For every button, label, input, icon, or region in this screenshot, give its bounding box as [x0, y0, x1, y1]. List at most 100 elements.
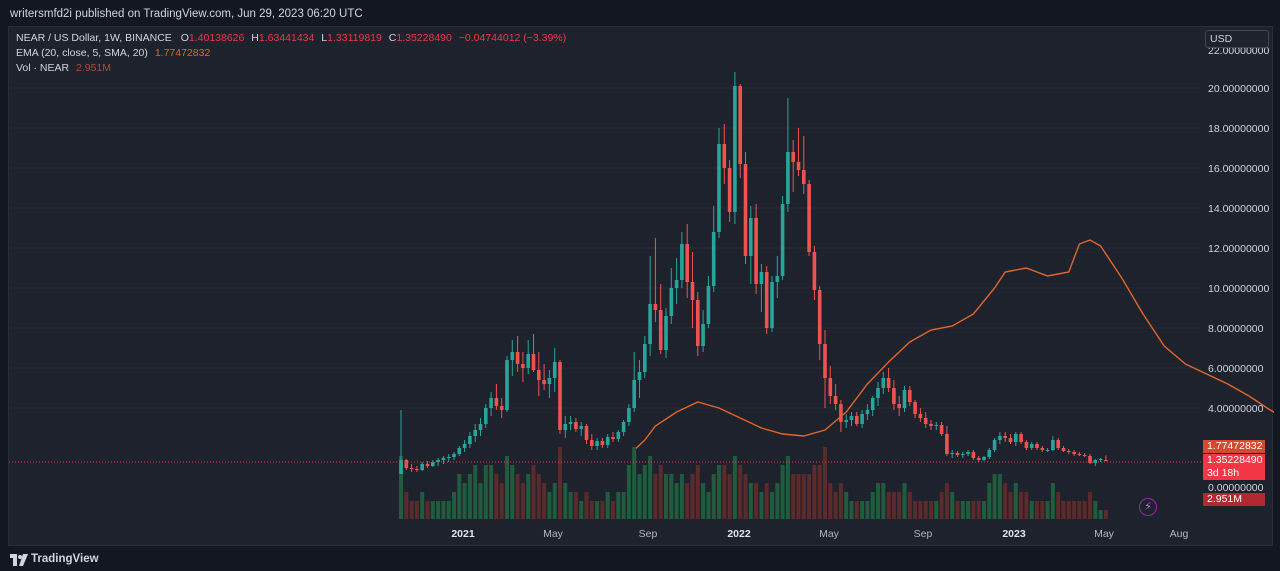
candle — [664, 308, 668, 358]
footer-bar — [0, 547, 1280, 571]
candle — [796, 128, 801, 176]
candle — [537, 352, 541, 396]
candle — [913, 400, 917, 418]
ema-label[interactable]: EMA (20, close, 5, SMA, 20) — [16, 47, 148, 59]
volume-bar — [1077, 501, 1082, 519]
candle — [902, 386, 907, 412]
candle — [966, 450, 970, 456]
candle — [1003, 432, 1007, 442]
candle — [839, 400, 843, 432]
candle — [505, 356, 509, 412]
candle-body — [1008, 438, 1013, 442]
candle-body — [468, 436, 472, 444]
candle — [1008, 434, 1013, 444]
candle — [844, 414, 848, 428]
candle — [791, 140, 795, 192]
volume-bar — [589, 501, 594, 519]
candle-body — [605, 437, 610, 445]
volume-bar — [1029, 501, 1034, 519]
volume-bar — [674, 483, 679, 519]
currency-selector[interactable]: USD — [1205, 30, 1269, 48]
candle-body — [1014, 434, 1018, 442]
last-price-value: 1.35228490 — [1207, 454, 1263, 466]
chart-pane[interactable]: 22.00000000 20.00000000 18.00000000 16.0000… — [8, 26, 1274, 547]
candle — [584, 424, 589, 444]
candle-body — [415, 469, 419, 470]
candle — [1072, 450, 1076, 456]
candle — [722, 124, 727, 184]
candle-body — [796, 162, 801, 170]
candle-body — [515, 352, 520, 364]
low-value: 1.33119819 — [327, 32, 382, 44]
candle-body — [568, 422, 573, 424]
price-chart[interactable]: 22.00000000 20.00000000 18.00000000 16.0000… — [9, 27, 1274, 547]
candle-body — [558, 362, 562, 430]
candle-body — [998, 436, 1002, 440]
candle-body — [1040, 448, 1045, 450]
candle-body — [791, 152, 795, 162]
price-axis: 22.00000000 20.00000000 18.00000000 16.0000… — [1208, 45, 1269, 494]
candle-body — [510, 352, 515, 360]
candle-body — [653, 304, 658, 310]
candle — [738, 84, 742, 178]
volume-bar — [621, 492, 626, 519]
candle — [823, 330, 827, 408]
lightning-icon[interactable]: ⚡ — [1139, 498, 1157, 516]
candle — [1098, 458, 1103, 462]
candle-body — [1104, 460, 1108, 461]
candle-body — [1019, 434, 1023, 442]
volume-bar — [923, 501, 928, 519]
vol-label[interactable]: Vol · NEAR — [16, 62, 70, 74]
candle-body — [674, 280, 679, 288]
volume-bar — [748, 483, 753, 519]
candle-body — [770, 282, 774, 328]
volume-bar — [881, 483, 886, 519]
volume-bar — [939, 492, 944, 519]
candle-body — [690, 282, 695, 300]
volume-bar — [913, 501, 918, 519]
volume-bar — [1035, 501, 1039, 519]
candle — [658, 284, 663, 354]
brand-name: TradingView — [31, 553, 99, 565]
volume-bar — [891, 492, 896, 519]
candle-body — [833, 396, 838, 404]
candle — [621, 420, 626, 436]
candle — [987, 448, 992, 459]
volume-bar — [1050, 483, 1055, 519]
volume-bar — [722, 465, 727, 519]
candle — [431, 460, 435, 467]
candle — [897, 396, 901, 416]
volume-bar — [807, 474, 812, 519]
candle-body — [1077, 454, 1082, 455]
volume-bar — [817, 465, 822, 519]
volume-bar — [1061, 501, 1066, 519]
candle — [754, 204, 758, 294]
candle-body — [886, 378, 891, 388]
candle-body — [950, 453, 954, 454]
time-tick-label: 2021 — [451, 528, 475, 540]
candle-body — [552, 362, 557, 378]
candle-body — [860, 414, 864, 424]
symbol-title[interactable]: NEAR / US Dollar, 1W, BINANCE — [16, 32, 172, 44]
candle-body — [616, 432, 621, 439]
volume-bar — [791, 474, 796, 519]
candle-body — [1045, 450, 1050, 451]
candle — [563, 416, 568, 438]
candle — [579, 422, 583, 436]
candle — [542, 364, 546, 390]
volume-bars — [399, 447, 1108, 519]
candle-body — [637, 372, 642, 380]
volume-bar — [886, 492, 891, 519]
time-tick-label: 2022 — [727, 528, 751, 540]
volume-bar — [960, 501, 965, 519]
candle — [1040, 446, 1045, 452]
candle — [939, 422, 944, 436]
volume-bar — [1019, 492, 1024, 519]
candle-body — [1082, 455, 1087, 456]
published-info: writersmfd2i published on TradingView.co… — [10, 8, 363, 20]
candle — [1024, 440, 1029, 450]
price-tick-label: 18.00000000 — [1208, 123, 1269, 135]
volume-bar — [1003, 483, 1008, 519]
candle-body — [584, 426, 589, 440]
open-value: 1.40138626 — [188, 32, 245, 44]
